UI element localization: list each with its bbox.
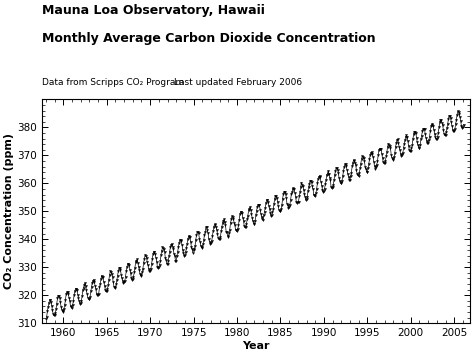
Text: Monthly Average Carbon Dioxide Concentration: Monthly Average Carbon Dioxide Concentra… [42, 32, 375, 45]
Text: Mauna Loa Observatory, Hawaii: Mauna Loa Observatory, Hawaii [42, 4, 264, 17]
Text: Last updated February 2006: Last updated February 2006 [174, 78, 302, 87]
X-axis label: Year: Year [242, 341, 269, 351]
Y-axis label: CO₂ Concentration (ppm): CO₂ Concentration (ppm) [4, 133, 14, 289]
Text: Data from Scripps CO₂ Program: Data from Scripps CO₂ Program [42, 78, 184, 87]
